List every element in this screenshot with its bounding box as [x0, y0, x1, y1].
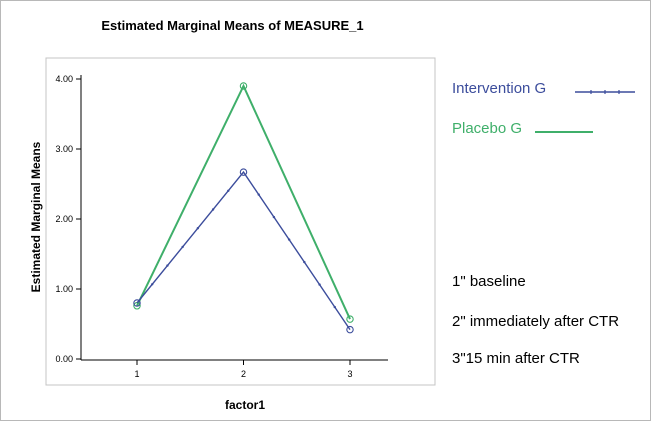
series-line-placebo	[136, 83, 351, 320]
data-point-intervention	[133, 299, 141, 307]
x-tick-label: 1	[134, 369, 139, 379]
note-immediately-after: 2" immediately after CTR	[452, 313, 620, 330]
chart-title: Estimated Marginal Means of MEASURE_1	[101, 18, 364, 33]
series-line-dot	[303, 260, 306, 264]
series-line-dot	[257, 193, 260, 196]
series-line-dot	[181, 245, 184, 249]
legend-label-placebo: Placebo G	[452, 120, 523, 137]
series-line-dot	[166, 264, 169, 267]
data-point-intervention	[239, 168, 248, 176]
series-line-dot	[211, 208, 215, 211]
data-point-intervention	[346, 325, 354, 334]
y-axis-label: Estimated Marginal Means	[29, 141, 43, 293]
legend-label-intervention: Intervention G	[452, 80, 547, 97]
legend-swatch-placebo	[535, 131, 593, 133]
data-point-placebo	[346, 315, 354, 323]
series-line-dot	[287, 238, 291, 241]
legend-entry-intervention: Intervention G	[452, 80, 546, 97]
y-tick-label: 0.00	[55, 354, 73, 364]
series-line-dot	[196, 227, 200, 230]
series-layer	[133, 82, 354, 334]
note-15-min-after: 3"15 min after CTR	[452, 350, 580, 367]
y-tick-label: 4.00	[55, 74, 73, 84]
plot-border	[45, 57, 436, 386]
y-tick-label: 2.00	[55, 214, 73, 224]
legend-entry-placebo: Placebo G	[452, 120, 522, 137]
series-line-dot	[151, 283, 154, 286]
series-line-dot	[333, 305, 336, 309]
series-line-dot	[318, 283, 321, 286]
x-tick-label: 2	[241, 369, 246, 379]
data-point-placebo	[239, 82, 248, 90]
x-axis-label: factor1	[224, 398, 265, 412]
series-line-intervention	[136, 170, 351, 330]
series-line-dot	[272, 215, 276, 219]
note-baseline: 1" baseline	[452, 273, 526, 290]
x-tick-label: 3	[347, 369, 352, 379]
y-tick-label: 1.00	[55, 284, 73, 294]
series-line-dot	[227, 189, 230, 192]
axis-ticks: 0.00 1.00 2.00 3.00 4.00 1 2 3	[55, 74, 352, 379]
y-tick-label: 3.00	[55, 144, 73, 154]
legend-swatch-intervention	[575, 90, 635, 94]
